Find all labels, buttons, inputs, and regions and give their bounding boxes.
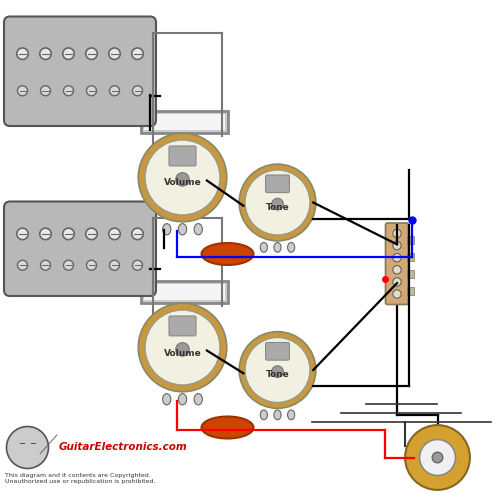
Circle shape <box>176 173 189 187</box>
Circle shape <box>132 228 143 240</box>
Bar <box>144 115 225 130</box>
Bar <box>406 254 414 261</box>
Circle shape <box>420 439 456 475</box>
FancyBboxPatch shape <box>386 223 408 305</box>
Ellipse shape <box>274 243 281 253</box>
FancyBboxPatch shape <box>266 343 289 360</box>
Ellipse shape <box>178 394 186 405</box>
Bar <box>406 271 414 278</box>
Circle shape <box>393 230 401 238</box>
Circle shape <box>86 261 97 271</box>
Circle shape <box>18 87 28 97</box>
Circle shape <box>239 165 316 241</box>
Bar <box>141 282 228 303</box>
Text: Tone: Tone <box>266 370 289 379</box>
Circle shape <box>132 49 143 60</box>
Circle shape <box>17 228 28 240</box>
Bar <box>406 288 414 295</box>
Circle shape <box>272 366 283 378</box>
Circle shape <box>138 304 227 392</box>
Circle shape <box>393 278 401 287</box>
Ellipse shape <box>260 410 268 420</box>
Circle shape <box>64 261 74 271</box>
Text: GuitarElectronics.com: GuitarElectronics.com <box>59 441 188 451</box>
Circle shape <box>17 49 28 60</box>
Circle shape <box>40 49 52 60</box>
FancyBboxPatch shape <box>266 176 289 193</box>
Text: This diagram and it contents are Copyrighted.
Unauthorized use or republication : This diagram and it contents are Copyrig… <box>5 472 156 483</box>
Text: Volume: Volume <box>164 178 202 187</box>
Ellipse shape <box>194 394 202 405</box>
Circle shape <box>245 171 310 235</box>
Circle shape <box>86 228 97 240</box>
Bar <box>144 285 225 300</box>
Ellipse shape <box>260 243 268 253</box>
Circle shape <box>86 49 97 60</box>
Circle shape <box>393 290 401 299</box>
Ellipse shape <box>178 224 186 235</box>
Circle shape <box>145 311 220 385</box>
Ellipse shape <box>202 243 254 266</box>
Circle shape <box>63 228 74 240</box>
FancyBboxPatch shape <box>4 202 156 297</box>
FancyBboxPatch shape <box>169 147 196 166</box>
Circle shape <box>393 254 401 263</box>
FancyBboxPatch shape <box>4 18 156 127</box>
Ellipse shape <box>288 243 294 253</box>
Circle shape <box>245 338 310 403</box>
Text: Volume: Volume <box>164 348 202 357</box>
Circle shape <box>110 87 120 97</box>
Ellipse shape <box>162 224 171 235</box>
Ellipse shape <box>162 394 171 405</box>
Circle shape <box>110 261 120 271</box>
Circle shape <box>40 87 50 97</box>
Circle shape <box>132 87 142 97</box>
Circle shape <box>432 452 443 463</box>
Circle shape <box>63 49 74 60</box>
Circle shape <box>405 425 470 490</box>
Ellipse shape <box>194 224 202 235</box>
Bar <box>141 112 228 133</box>
Circle shape <box>145 141 220 215</box>
Circle shape <box>109 228 120 240</box>
Circle shape <box>109 49 120 60</box>
Circle shape <box>393 266 401 275</box>
Ellipse shape <box>288 410 294 420</box>
Circle shape <box>6 427 48 468</box>
Text: Tone: Tone <box>266 202 289 211</box>
Bar <box>406 236 414 244</box>
Ellipse shape <box>274 410 281 420</box>
Circle shape <box>64 87 74 97</box>
Circle shape <box>86 87 97 97</box>
Circle shape <box>40 228 52 240</box>
Circle shape <box>138 134 227 222</box>
Circle shape <box>40 261 50 271</box>
Circle shape <box>272 199 283 210</box>
Circle shape <box>176 343 189 356</box>
Ellipse shape <box>202 417 254 438</box>
FancyBboxPatch shape <box>169 316 196 336</box>
Circle shape <box>393 242 401 250</box>
Circle shape <box>132 261 142 271</box>
Circle shape <box>18 261 28 271</box>
Circle shape <box>239 332 316 408</box>
